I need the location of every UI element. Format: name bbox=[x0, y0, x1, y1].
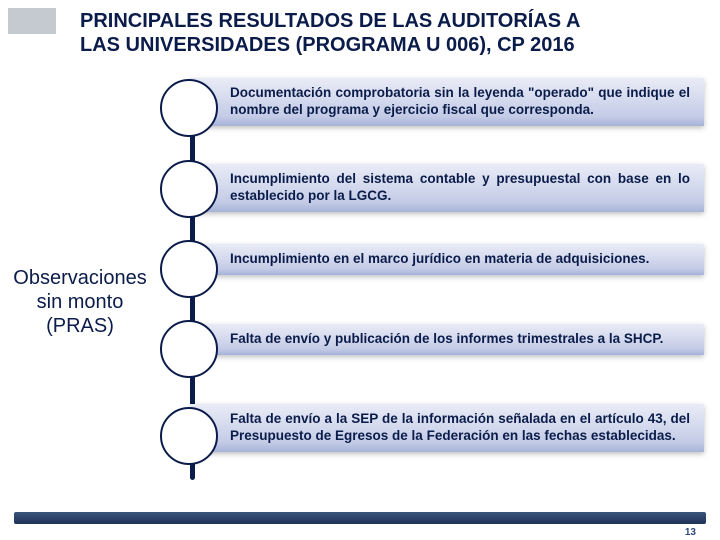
title-line-2: LAS UNIVERSIDADES (PROGRAMA U 006), CP 2… bbox=[80, 34, 706, 58]
side-label: Observaciones sin monto (PRAS) bbox=[0, 266, 160, 338]
node-circle bbox=[160, 240, 218, 298]
observation-row: Incumplimiento del sistema contable y pr… bbox=[160, 164, 704, 214]
page-number: 13 bbox=[685, 527, 696, 538]
side-label-line-3: (PRAS) bbox=[0, 314, 160, 338]
content-area: Observaciones sin monto (PRAS) Documenta… bbox=[0, 76, 720, 540]
page-title: PRINCIPALES RESULTADOS DE LAS AUDITORÍAS… bbox=[80, 10, 706, 57]
observation-pill: Incumplimiento en el marco jurídico en m… bbox=[190, 244, 704, 275]
observation-row: Falta de envío a la SEP de la informació… bbox=[160, 404, 704, 468]
observation-text: Incumplimiento en el marco jurídico en m… bbox=[230, 251, 649, 266]
node-circle bbox=[160, 79, 218, 137]
observation-text: Incumplimiento del sistema contable y pr… bbox=[230, 171, 690, 203]
observation-row: Falta de envío y publicación de los info… bbox=[160, 324, 704, 374]
observation-text: Falta de envío y publicación de los info… bbox=[230, 331, 663, 346]
node-circle bbox=[160, 320, 218, 378]
node-circle bbox=[160, 160, 218, 218]
observation-pill: Falta de envío y publicación de los info… bbox=[190, 324, 704, 355]
corner-accent-box bbox=[8, 8, 56, 34]
observation-text: Falta de envío a la SEP de la informació… bbox=[230, 411, 690, 443]
observation-row: Incumplimiento en el marco jurídico en m… bbox=[160, 244, 704, 294]
observation-row: Documentación comprobatoria sin la leyen… bbox=[160, 78, 704, 138]
observation-text: Documentación comprobatoria sin la leyen… bbox=[230, 85, 690, 117]
observation-pill: Documentación comprobatoria sin la leyen… bbox=[190, 78, 704, 126]
node-circle bbox=[160, 407, 218, 465]
side-label-line-2: sin monto bbox=[0, 290, 160, 314]
observation-pill: Falta de envío a la SEP de la informació… bbox=[190, 404, 704, 452]
footer-band bbox=[14, 512, 706, 524]
title-line-1: PRINCIPALES RESULTADOS DE LAS AUDITORÍAS… bbox=[80, 10, 706, 34]
side-label-line-1: Observaciones bbox=[0, 266, 160, 290]
observation-pill: Incumplimiento del sistema contable y pr… bbox=[190, 164, 704, 212]
